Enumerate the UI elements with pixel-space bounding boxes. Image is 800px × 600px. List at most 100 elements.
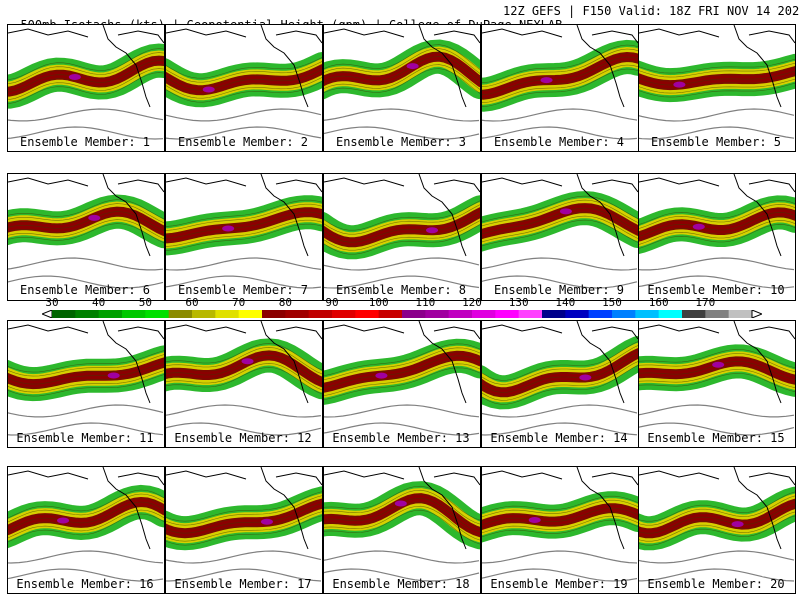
jet-max [426, 227, 438, 233]
height-contour [639, 258, 794, 270]
ensemble-panel [7, 320, 165, 448]
ensemble-member-label: Ensemble Member: 9 [479, 283, 639, 297]
jet-max [579, 374, 591, 380]
colorbar-tick-label: 50 [139, 296, 152, 309]
height-contour [482, 551, 637, 563]
ensemble-panel [7, 24, 165, 152]
ensemble-member-label: Ensemble Member: 14 [479, 431, 639, 445]
ensemble-member-label: Ensemble Member: 6 [5, 283, 165, 297]
ensemble-panel [481, 320, 639, 448]
jet-max [712, 362, 724, 368]
jet-map [8, 25, 164, 151]
ensemble-member-label: Ensemble Member: 16 [5, 577, 165, 591]
height-contour [324, 258, 479, 270]
colorbar-tick-label: 90 [325, 296, 338, 309]
colorbar-swatch [99, 310, 123, 318]
ensemble-member-label: Ensemble Member: 7 [163, 283, 323, 297]
ensemble-panel [165, 24, 323, 152]
jet-max [88, 215, 100, 221]
colorbar-swatch [379, 310, 403, 318]
ensemble-member-label: Ensemble Member: 13 [321, 431, 481, 445]
height-contour [639, 109, 794, 121]
jet-max [529, 517, 541, 523]
jet-map [324, 321, 480, 447]
colorbar-swatch [472, 310, 496, 318]
ensemble-member-label: Ensemble Member: 20 [636, 577, 796, 591]
jet-map [324, 467, 480, 593]
height-contour [8, 405, 163, 417]
height-contour [166, 405, 321, 417]
height-contour [482, 109, 637, 121]
ensemble-panel [481, 24, 639, 152]
colorbar-swatch [659, 310, 683, 318]
jet-map [482, 174, 638, 300]
colorbar-swatch [52, 310, 76, 318]
height-contour [482, 258, 637, 270]
jet-map [166, 25, 322, 151]
colorbar-swatch [285, 310, 309, 318]
ensemble-panel [323, 320, 481, 448]
colorbar [42, 310, 762, 318]
ensemble-member-label: Ensemble Member: 15 [636, 431, 796, 445]
jet-map [639, 467, 795, 593]
ensemble-member-label: Ensemble Member: 1 [5, 135, 165, 149]
jet-map [8, 467, 164, 593]
colorbar-swatch [145, 310, 169, 318]
jet-max [693, 224, 705, 230]
height-contour [8, 258, 163, 270]
colorbar-swatch [239, 310, 263, 318]
jet-max [673, 82, 685, 88]
colorbar-swatch [262, 310, 286, 318]
ensemble-member-label: Ensemble Member: 4 [479, 135, 639, 149]
ensemble-panel [481, 173, 639, 301]
jet-map [324, 25, 480, 151]
ensemble-member-label: Ensemble Member: 5 [636, 135, 796, 149]
ensemble-member-label: Ensemble Member: 3 [321, 135, 481, 149]
ensemble-panel [638, 320, 796, 448]
colorbar-swatch [705, 310, 729, 318]
jet-map [166, 467, 322, 593]
jet-map [639, 174, 795, 300]
jet-max [69, 74, 81, 80]
colorbar-swatch [309, 310, 333, 318]
colorbar-labels: 30 40 50 60 70 80 90 100 110 120 130 140 150 160 170 [0, 296, 800, 310]
colorbar-swatch [635, 310, 659, 318]
ensemble-panel [7, 466, 165, 594]
ensemble-member-label: Ensemble Member: 8 [321, 283, 481, 297]
ensemble-panel [638, 24, 796, 152]
colorbar-swatch [169, 310, 193, 318]
height-contour [324, 109, 479, 121]
jet-max [261, 519, 273, 525]
ensemble-member-label: Ensemble Member: 10 [636, 283, 796, 297]
colorbar-tick-label: 40 [92, 296, 105, 309]
height-contour [166, 109, 321, 121]
colorbar-tick-label: 160 [649, 296, 669, 309]
colorbar-tick-label: 130 [509, 296, 529, 309]
colorbar-tick-label: 60 [185, 296, 198, 309]
colorbar-right-arrow [752, 310, 762, 318]
jet-max [395, 500, 407, 506]
ensemble-member-label: Ensemble Member: 19 [479, 577, 639, 591]
jet-max [57, 517, 69, 523]
colorbar-tick-label: 70 [232, 296, 245, 309]
colorbar-swatch [495, 310, 519, 318]
jet-max [407, 63, 419, 69]
ensemble-panel [323, 466, 481, 594]
ensemble-panel [165, 320, 323, 448]
ensemble-panel [165, 173, 323, 301]
ensemble-member-label: Ensemble Member: 12 [163, 431, 323, 445]
ensemble-panel [323, 173, 481, 301]
jet-max [242, 358, 254, 364]
jet-map [639, 25, 795, 151]
height-contour [639, 551, 794, 563]
ensemble-panel [323, 24, 481, 152]
jet-map [482, 467, 638, 593]
colorbar-swatch [75, 310, 99, 318]
ensemble-member-label: Ensemble Member: 2 [163, 135, 323, 149]
height-contour [8, 109, 163, 121]
ensemble-panel [7, 173, 165, 301]
colorbar-tick-label: 80 [279, 296, 292, 309]
colorbar-tick-label: 120 [462, 296, 482, 309]
ensemble-panel [638, 466, 796, 594]
colorbar-swatch [519, 310, 543, 318]
